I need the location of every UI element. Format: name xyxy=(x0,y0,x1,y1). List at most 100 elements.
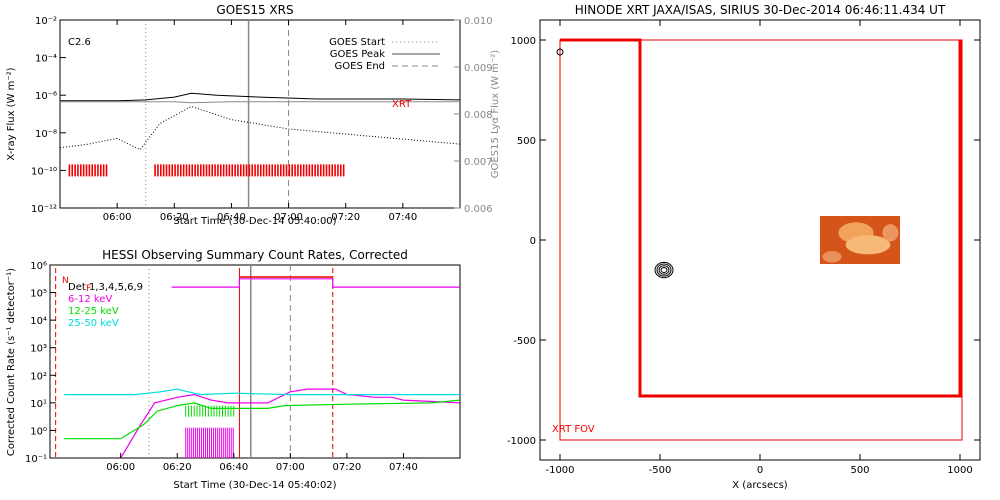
goes-ylabel: X-ray Flux (W m⁻²) xyxy=(6,67,17,160)
xrt-obs-tick xyxy=(285,164,288,177)
xrt-obs-tick xyxy=(262,164,265,177)
goes-y-tick-label: 10⁻⁸ xyxy=(35,129,57,140)
xrt-map-panel: HINODE XRT JAXA/ISAS, SIRIUS 30-Dec-2014… xyxy=(507,3,981,491)
goes-xlabel: Start Time (30-Dec-14 05:40:00) xyxy=(173,216,336,227)
hessi-series-line-3 xyxy=(171,278,460,288)
xrt-obs-tick xyxy=(174,164,176,177)
hessi-y-tick-label: 10¹ xyxy=(30,399,47,410)
xrt-obs-tick xyxy=(251,164,254,177)
xrt-obs-tick xyxy=(302,164,305,177)
xrt-obs-tick xyxy=(85,164,88,177)
hessi-y-tick-label: 10⁰ xyxy=(30,426,47,437)
hessi-x-tick-label: 06:40 xyxy=(219,462,248,473)
xrt-obs-tick xyxy=(334,164,336,177)
goes-series-line-0 xyxy=(60,92,461,102)
goes-y-ticks-right: 0.010 0.009 0.008 0.007 0.006 xyxy=(454,16,493,215)
xrt-obs-tick xyxy=(260,164,262,177)
xrt-obs-tick xyxy=(102,164,105,177)
contour-ring xyxy=(656,263,672,277)
xrt-obs-tick xyxy=(88,164,91,177)
xrt-obs-tick xyxy=(325,164,328,177)
xrt-obs-tick xyxy=(291,164,294,177)
xrt-obs-tick xyxy=(91,164,94,177)
goes-y-tick-right-label: 0.010 xyxy=(464,16,493,27)
xrt-map-frame xyxy=(539,19,981,461)
hessi-y-ticks: 10⁶ 10⁵ 10⁴ 10³ 10² 10¹ 10⁰ 10⁻¹ xyxy=(25,261,56,465)
hessi-y-tick-label: 10⁻¹ xyxy=(25,454,47,465)
xrt-map-outer-box xyxy=(559,39,963,441)
xrt-obs-tick xyxy=(220,164,222,177)
xrt-obs-tick xyxy=(317,164,319,177)
xrt-obs-tick xyxy=(165,164,168,177)
xrt-map-y-tick-label: 1000 xyxy=(511,36,536,47)
goes-title: GOES15 XRS xyxy=(216,3,293,17)
xrt-map-y-ticks: 1000 500 0 -500 -1000 xyxy=(507,36,980,447)
xrt-obs-tick xyxy=(74,164,76,177)
goes-y-tick-label: 10⁻⁶ xyxy=(35,91,57,102)
xrt-obs-tick xyxy=(257,164,259,177)
xrt-obs-tick xyxy=(328,164,331,177)
hessi-x-tick-label: 06:00 xyxy=(106,462,135,473)
xrt-obs-tick xyxy=(234,164,236,177)
xrt-fov-box xyxy=(559,38,963,441)
xrt-obs-tick xyxy=(322,164,325,177)
xrt-obs-tick xyxy=(182,164,185,177)
hessi-y-tick-label: 10⁵ xyxy=(30,289,47,300)
hessi-plot-frame xyxy=(49,264,461,459)
hessi-xlabel: Start Time (30-Dec-14 05:40:02) xyxy=(173,480,336,491)
xrt-obs-tick xyxy=(308,164,311,177)
xrt-map-x-tick-label: 1000 xyxy=(947,465,972,476)
goes-series-line-2 xyxy=(60,101,460,104)
xrt-obs-tick xyxy=(188,164,191,177)
hessi-flag-f: F xyxy=(86,284,91,294)
goes-y-tick-right-label: 0.007 xyxy=(464,157,493,168)
hessi-x-ticks: 06:00 06:20 06:40 07:00 07:20 07:40 xyxy=(106,453,418,473)
goes-y-tick-right-label: 0.008 xyxy=(464,110,493,121)
xrt-obs-tick xyxy=(208,164,211,177)
xrt-image-inset xyxy=(820,216,900,264)
xrt-obs-tick xyxy=(180,164,182,177)
xrt-obs-tick xyxy=(160,164,162,177)
xrt-obs-tick xyxy=(82,164,85,177)
xrt-obs-tick xyxy=(200,164,202,177)
xrt-obs-tick xyxy=(157,164,159,177)
xrt-obs-tick xyxy=(288,164,291,177)
goes-series xyxy=(59,92,461,151)
xrt-obs-tick xyxy=(245,164,248,177)
xrt-obs-tick xyxy=(202,164,205,177)
xrt-obs-tick xyxy=(225,164,228,177)
hessi-flag-n: N xyxy=(62,276,69,286)
xrt-fov-outline xyxy=(560,38,962,398)
xrt-obs-tick xyxy=(191,164,194,177)
xrt-obs-tick xyxy=(340,164,342,177)
xrt-obs-tick xyxy=(337,164,339,177)
xrt-obs-tick xyxy=(240,164,242,177)
xrt-map-x-ticks: -1000 -500 0 500 1000 xyxy=(545,20,973,476)
hessi-y-tick-label: 10⁶ xyxy=(30,261,47,272)
xrt-obs-tick xyxy=(311,164,314,177)
hessi-series-line-1 xyxy=(64,399,461,440)
xrt-obs-tick xyxy=(320,164,322,177)
xrt-map-x-tick-label: 500 xyxy=(850,465,869,476)
hessi-legend-label: 12-25 keV xyxy=(68,306,119,317)
xrt-obs-tick xyxy=(297,164,299,177)
xrt-obs-tick xyxy=(80,164,82,177)
hessi-y-tick-label: 10² xyxy=(30,371,47,382)
xrt-obs-tick xyxy=(265,164,268,177)
xrt-observation-segments xyxy=(68,164,345,177)
xrt-label: XRT xyxy=(392,99,412,110)
xrt-obs-tick xyxy=(154,164,156,177)
xrt-obs-tick xyxy=(171,164,174,177)
xrt-obs-tick xyxy=(242,164,245,177)
xrt-bright-region-4 xyxy=(882,224,899,242)
hessi-ylabel: Corrected Count Rate (s⁻¹ detector⁻¹) xyxy=(6,268,17,456)
xrt-obs-tick xyxy=(274,164,276,177)
goes-x-ticks: 06:00 06:20 06:40 07:00 07:20 07:40 xyxy=(103,20,417,223)
hessi-legend-label: Det 1,3,4,5,6,9 xyxy=(68,282,143,293)
xrt-obs-tick xyxy=(94,164,96,177)
xrt-map-y-tick-label: -500 xyxy=(513,336,536,347)
hessi-y-tick-label: 10³ xyxy=(30,344,47,355)
